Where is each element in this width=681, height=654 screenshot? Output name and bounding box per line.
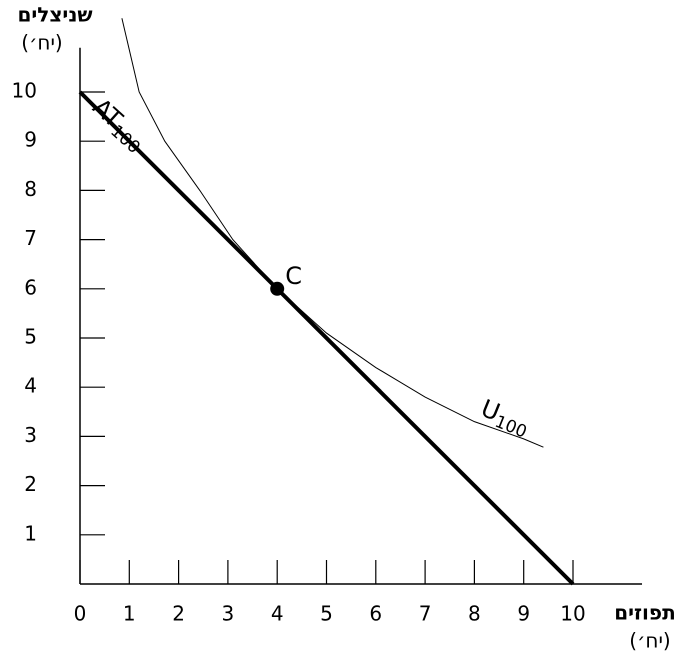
series-label: U100	[476, 394, 534, 442]
y-tick-label: 1	[24, 521, 37, 545]
x-tick-label: 7	[419, 602, 432, 626]
x-tick-label: 0	[74, 602, 87, 626]
point	[270, 281, 285, 296]
x-tick-label: 5	[320, 602, 333, 626]
x-axis-unit: (יח׳)	[629, 629, 670, 653]
y-tick-label: 10	[12, 79, 37, 103]
y-axis-unit: (יח׳)	[21, 31, 62, 55]
x-tick-label: 2	[172, 602, 185, 626]
y-tick-label: 3	[24, 423, 37, 447]
y-tick-label: 8	[24, 177, 37, 201]
x-tick-label: 1	[123, 602, 136, 626]
y-tick-label: 5	[24, 325, 37, 349]
y-tick-label: 9	[24, 128, 37, 152]
y-tick-label: 7	[24, 226, 37, 250]
x-tick-label: 9	[517, 602, 530, 626]
y-axis-label: שניצלים	[17, 3, 92, 27]
y-tick-label: 4	[24, 374, 37, 398]
x-tick-label: 10	[560, 602, 585, 626]
x-tick-label: 4	[271, 602, 284, 626]
series-subscript: 100	[492, 412, 530, 443]
y-tick-label: 6	[24, 275, 37, 299]
y-tick-label: 2	[24, 472, 37, 496]
x-tick-label: 6	[369, 602, 382, 626]
series-label: AT100	[85, 93, 152, 158]
point-label: C	[285, 262, 302, 290]
x-axis-label: תפוזים	[614, 601, 676, 625]
x-tick-label: 3	[222, 602, 235, 626]
indifference-curve	[121, 18, 544, 448]
x-tick-label: 8	[468, 602, 481, 626]
budget-line	[78, 90, 575, 586]
